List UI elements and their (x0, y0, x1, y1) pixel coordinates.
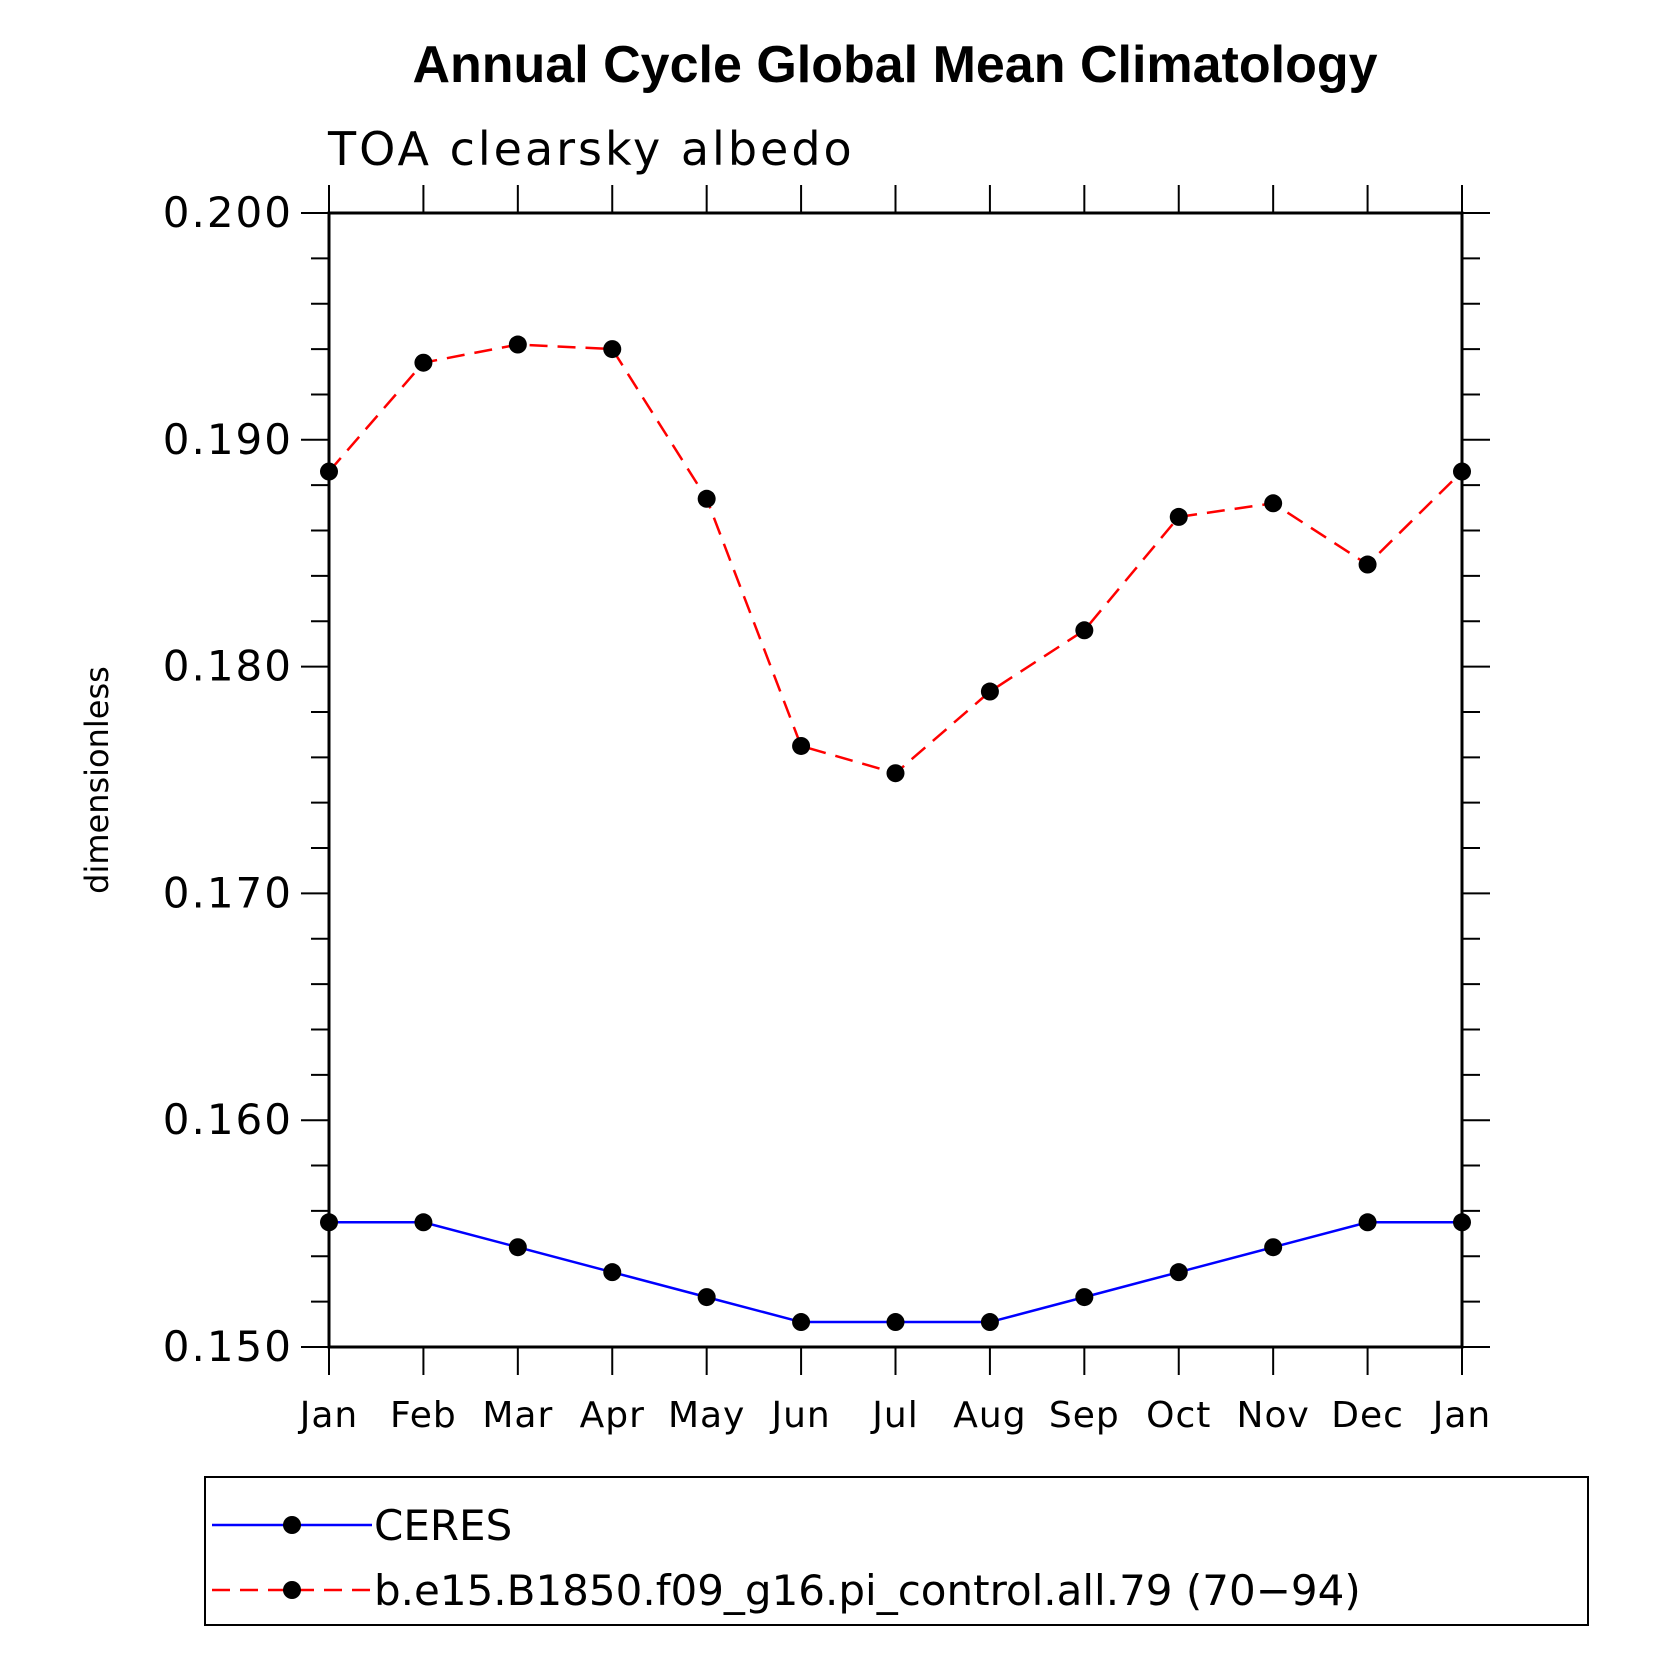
series-line-1 (328, 343, 1463, 775)
legend-box (204, 1476, 1589, 1626)
data-point (508, 1238, 527, 1257)
y-axis-label: dimensionless (78, 666, 116, 894)
axes: 0.150 0.160 0.170 0.180 0.190 0.200 Jan Feb Mar A… (163, 185, 1492, 1436)
data-point (1075, 621, 1094, 640)
data-point (792, 1313, 811, 1332)
legend-label-0: CERES (374, 1501, 512, 1550)
data-point (1264, 494, 1283, 513)
x-tick-label: Mar (482, 1395, 553, 1436)
data-point (886, 1313, 905, 1332)
y-tick-label: 0.190 (163, 415, 293, 464)
legend-marker-0 (283, 1516, 301, 1534)
x-tick-label: Nov (1237, 1395, 1310, 1436)
data-point (1264, 1238, 1283, 1257)
chart-title: Annual Cycle Global Mean Climatology (412, 36, 1377, 94)
x-tick-label: Aug (953, 1395, 1026, 1436)
data-point (980, 1313, 999, 1332)
legend: CERES b.e15.B1850.f09_g16.pi_control.all.… (204, 1476, 1589, 1626)
data-point (1453, 462, 1471, 481)
data-point (414, 1213, 433, 1232)
y-tick-label: 0.170 (163, 868, 293, 917)
x-tick-label: May (668, 1395, 745, 1436)
x-tick-label: Jun (769, 1395, 830, 1436)
data-point (1453, 1213, 1471, 1232)
legend-marker-1 (283, 1581, 301, 1599)
x-tick-label: Jul (870, 1395, 918, 1436)
data-point (1169, 507, 1188, 526)
y-tick-label: 0.200 (163, 188, 293, 237)
data-point (1358, 555, 1377, 574)
data-point (1358, 1213, 1377, 1232)
x-tick-label: Apr (580, 1395, 645, 1436)
x-tick-label: Feb (390, 1395, 457, 1436)
y-tick-label: 0.180 (163, 642, 293, 691)
data-point (1169, 1263, 1188, 1282)
series-line-0 (329, 1221, 1462, 1324)
data-point (697, 1288, 716, 1307)
data-point (603, 1263, 622, 1282)
data-point (886, 764, 905, 783)
chart-subtitle: TOA clearsky albedo (327, 122, 855, 176)
series-group (320, 335, 1471, 1332)
x-tick-label: Sep (1049, 1395, 1120, 1436)
data-point (697, 489, 716, 508)
data-point (980, 682, 999, 701)
data-point (603, 340, 622, 359)
data-point (1075, 1288, 1094, 1307)
y-tick-label: 0.150 (163, 1322, 293, 1371)
data-point (414, 353, 433, 372)
x-tick-label: Jan (1431, 1395, 1492, 1436)
data-point (508, 335, 527, 354)
data-point (320, 1213, 338, 1232)
data-point (320, 462, 338, 481)
data-point (792, 736, 811, 755)
x-tick-label: Dec (1331, 1395, 1404, 1436)
series-1 (320, 335, 1471, 783)
y-tick-label: 0.160 (163, 1095, 293, 1144)
legend-label-1: b.e15.B1850.f09_g16.pi_control.all.79 (7… (374, 1566, 1361, 1615)
x-tick-label: Jan (298, 1395, 359, 1436)
series-0 (320, 1213, 1471, 1332)
x-tick-label: Oct (1146, 1395, 1211, 1436)
